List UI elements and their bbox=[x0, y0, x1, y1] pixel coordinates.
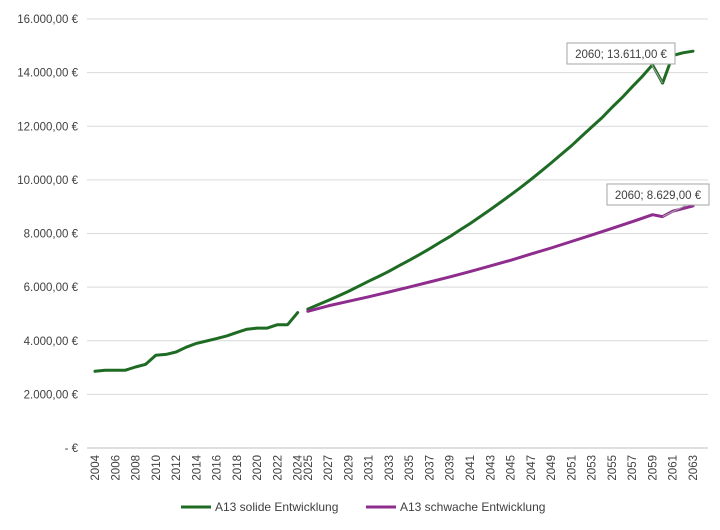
x-tick-label: 2024 bbox=[293, 454, 305, 480]
x-tick-label: 2043 bbox=[485, 455, 497, 481]
series-line bbox=[93, 311, 300, 373]
y-tick-label: 2.000,00 € bbox=[24, 389, 79, 401]
x-tick-label: 2029 bbox=[343, 455, 355, 481]
x-tick-label: 2037 bbox=[424, 455, 436, 481]
series-line bbox=[306, 49, 695, 311]
data-label: 2060; 8.629,00 € bbox=[615, 190, 702, 202]
callout-box bbox=[566, 42, 676, 65]
callout-leader bbox=[662, 204, 687, 218]
series-line bbox=[306, 204, 695, 313]
y-axis-tick-labels: - € 2.000,00 € 4.000,00 € 6.000,00 € 8.000,0… bbox=[17, 14, 78, 455]
x-axis-tick-labels: 2004 2006 2008 2010 2012 2014 2016 2018 2020 2022… bbox=[90, 454, 700, 480]
series-lines bbox=[93, 49, 695, 373]
x-tick-label: 2016 bbox=[212, 455, 224, 481]
data-label: 2060; 13.611,00 € bbox=[575, 49, 667, 61]
y-tick-label: 12.000,00 € bbox=[17, 121, 78, 133]
x-tick-label: 2020 bbox=[252, 455, 264, 481]
x-tick-label: 2051 bbox=[566, 455, 578, 481]
x-tick-label: 2006 bbox=[110, 455, 122, 481]
x-tick-label: 2053 bbox=[587, 455, 599, 481]
callout-box bbox=[606, 183, 710, 206]
x-tick-label: 2031 bbox=[364, 455, 376, 481]
x-tick-label: 2018 bbox=[232, 455, 244, 481]
x-tick-label: 2041 bbox=[465, 455, 477, 481]
x-tick-label: 2012 bbox=[171, 455, 183, 481]
x-tick-label: 2033 bbox=[384, 455, 396, 481]
y-tick-label: 14.000,00 € bbox=[17, 68, 78, 80]
callout-leader bbox=[650, 63, 664, 84]
y-tick-label: 10.000,00 € bbox=[17, 175, 78, 187]
y-tick-label: 16.000,00 € bbox=[17, 14, 78, 26]
x-tick-label: 2010 bbox=[151, 455, 163, 481]
x-tick-label: 2057 bbox=[627, 455, 639, 481]
y-tick-label: 8.000,00 € bbox=[24, 229, 79, 241]
x-tick-label: 2027 bbox=[323, 455, 335, 481]
gridlines bbox=[87, 18, 708, 449]
y-tick-label: - € bbox=[65, 443, 79, 455]
x-tick-label: 2035 bbox=[404, 455, 416, 481]
legend-label: A13 schwache Entwicklung bbox=[400, 500, 545, 514]
x-tick-label: 2004 bbox=[90, 454, 102, 480]
x-tick-label: 2049 bbox=[546, 455, 558, 481]
x-tick-label: 2061 bbox=[668, 455, 680, 481]
x-tick-label: 2055 bbox=[607, 455, 619, 481]
y-tick-label: 6.000,00 € bbox=[24, 282, 79, 294]
x-tick-label: 2025 bbox=[303, 455, 315, 481]
data-callouts: 2060; 13.611,00 € 2060; 8.629,00 € bbox=[566, 42, 710, 218]
x-tick-label: 2045 bbox=[506, 455, 518, 481]
legend: A13 solide Entwicklung A13 schwache Entwi… bbox=[181, 500, 545, 514]
x-tick-label: 2059 bbox=[647, 455, 659, 481]
x-tick-label: 2039 bbox=[445, 455, 457, 481]
x-tick-label: 2008 bbox=[131, 455, 143, 481]
y-tick-label: 4.000,00 € bbox=[24, 336, 79, 348]
x-tick-label: 2022 bbox=[272, 455, 284, 481]
x-tick-label: 2063 bbox=[688, 455, 700, 481]
legend-label: A13 solide Entwicklung bbox=[215, 500, 338, 514]
x-tick-label: 2014 bbox=[191, 454, 203, 480]
x-tick-label: 2047 bbox=[526, 455, 538, 481]
